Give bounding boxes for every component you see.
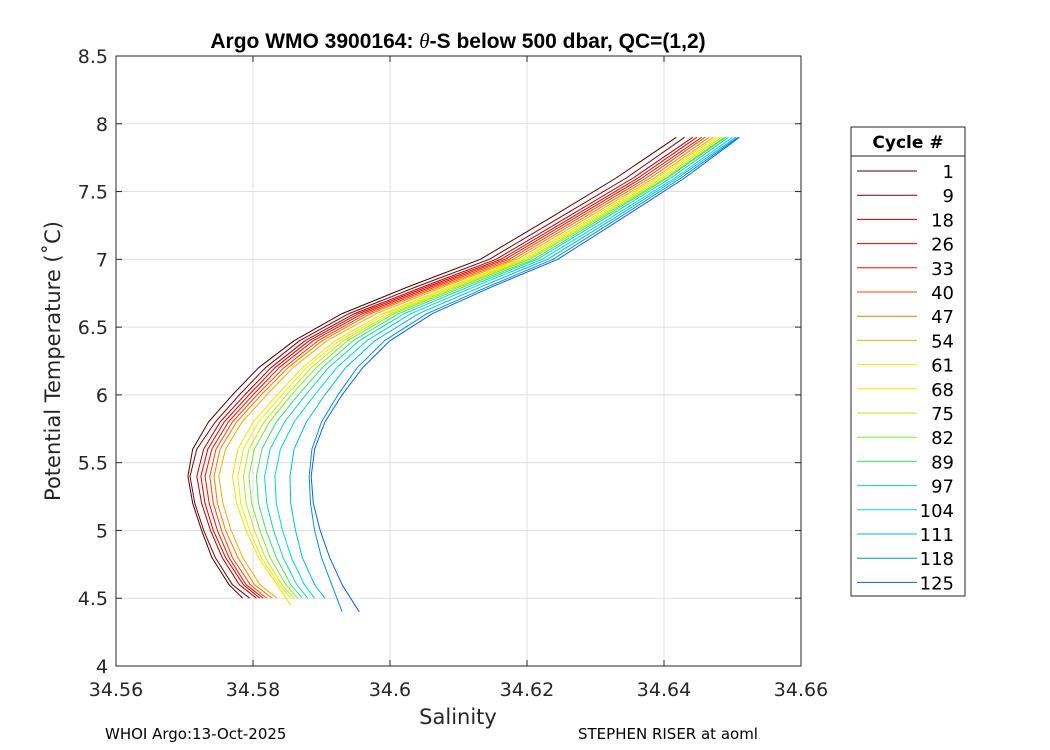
series-line-cycle-40 (210, 137, 705, 598)
y-tick-label: 5.5 (78, 453, 108, 475)
y-tick-label: 4.5 (78, 588, 108, 610)
x-tick-label: 34.56 (89, 679, 143, 701)
x-tick-label: 34.62 (500, 679, 554, 701)
legend-label-cycle-33: 33 (931, 259, 954, 280)
y-tick-label: 4 (96, 656, 108, 678)
y-tick-label: 6 (96, 385, 108, 407)
y-tick-label: 5 (96, 520, 108, 542)
y-axis-label: Potential Temperature (˚C) (41, 221, 65, 501)
series-line-cycle-97 (265, 137, 729, 598)
series-line-cycle-54 (219, 137, 714, 598)
legend-label-cycle-26: 26 (931, 235, 954, 256)
x-tick-label: 34.6 (369, 679, 411, 701)
legend-label-cycle-125: 125 (920, 573, 954, 594)
x-tick-label: 34.64 (637, 679, 691, 701)
legend-label-cycle-111: 111 (920, 525, 954, 546)
series-line-cycle-125 (311, 137, 739, 612)
legend-label-cycle-54: 54 (931, 331, 954, 352)
y-tick-label: 7.5 (78, 182, 108, 204)
legend-label-cycle-9: 9 (943, 186, 954, 207)
series-line-cycle-26 (201, 137, 697, 598)
legend: Cycle # 1 9 18 26 33 40 47 54 61 68 75 82 89 97 104 111… (851, 127, 965, 596)
legend-title: Cycle # (872, 133, 943, 153)
legend-label-cycle-61: 61 (931, 356, 954, 377)
series-line-cycle-47 (214, 137, 709, 598)
footer-left-text: WHOI Argo:13-Oct-2025 (105, 725, 286, 743)
x-axis-label: Salinity (419, 705, 497, 729)
y-tick-label: 6.5 (78, 317, 108, 339)
legend-label-cycle-68: 68 (931, 380, 954, 401)
legend-label-cycle-82: 82 (931, 428, 954, 449)
series-line-cycle-75 (243, 137, 721, 598)
legend-label-cycle-97: 97 (931, 477, 954, 498)
legend-label-cycle-89: 89 (931, 452, 954, 473)
legend-label-cycle-18: 18 (931, 210, 954, 231)
y-tick-label: 8.5 (78, 46, 108, 68)
series-layer (188, 137, 740, 612)
legend-label-cycle-47: 47 (931, 307, 954, 328)
chart-title: Argo WMO 3900164: θ-S below 500 dbar, QC… (210, 29, 705, 53)
series-line-cycle-68 (238, 137, 719, 598)
footer-right-text: STEPHEN RISER at aoml (578, 725, 758, 743)
series-line-cycle-61 (232, 137, 716, 605)
legend-label-cycle-1: 1 (943, 162, 954, 183)
series-line-cycle-33 (205, 137, 702, 598)
legend-label-cycle-104: 104 (920, 501, 954, 522)
legend-label-cycle-118: 118 (920, 549, 954, 570)
y-tick-label: 8 (96, 114, 108, 136)
x-tick-label: 34.58 (226, 679, 280, 701)
series-line-cycle-89 (256, 137, 725, 598)
legend-label-cycle-75: 75 (931, 404, 954, 425)
theta-s-chart: Argo WMO 3900164: θ-S below 500 dbar, QC… (0, 0, 1050, 750)
y-tick-label: 7 (96, 249, 108, 271)
series-line-cycle-118 (309, 137, 738, 612)
x-tick-label: 34.66 (774, 679, 828, 701)
legend-label-cycle-40: 40 (931, 283, 954, 304)
